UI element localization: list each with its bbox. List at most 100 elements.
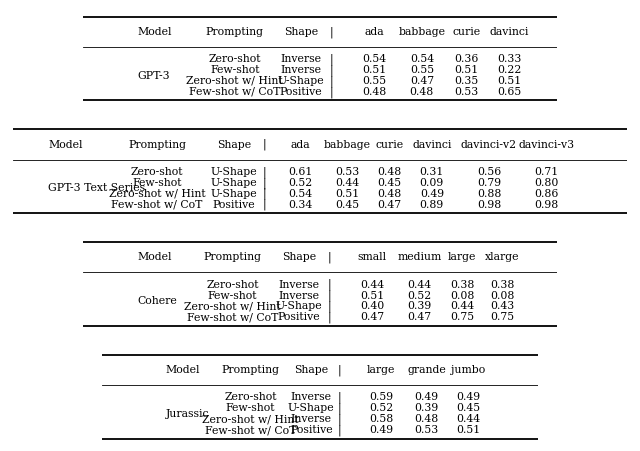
Text: Inverse: Inverse xyxy=(280,65,321,75)
Text: Zero-shot w/ Hint: Zero-shot w/ Hint xyxy=(186,76,283,86)
Text: davinci-v3: davinci-v3 xyxy=(518,139,574,149)
Text: |: | xyxy=(338,403,341,414)
Text: 0.55: 0.55 xyxy=(362,76,387,86)
Text: 0.31: 0.31 xyxy=(420,167,444,177)
Text: 0.51: 0.51 xyxy=(454,65,479,75)
Text: |: | xyxy=(338,364,341,376)
Text: Zero-shot: Zero-shot xyxy=(131,167,184,177)
Text: Prompting: Prompting xyxy=(128,139,186,149)
Text: 0.71: 0.71 xyxy=(534,167,558,177)
Text: 0.40: 0.40 xyxy=(360,302,384,312)
Text: Zero-shot w/ Hint: Zero-shot w/ Hint xyxy=(202,414,299,424)
Text: 0.51: 0.51 xyxy=(456,425,480,435)
Text: 0.86: 0.86 xyxy=(534,189,558,199)
Text: Zero-shot: Zero-shot xyxy=(224,392,276,402)
Text: 0.54: 0.54 xyxy=(410,54,434,64)
Text: |: | xyxy=(263,139,266,150)
Text: GPT-3: GPT-3 xyxy=(138,70,170,81)
Text: Few-shot w/ CoT: Few-shot w/ CoT xyxy=(187,313,278,322)
Text: 0.98: 0.98 xyxy=(534,200,558,210)
Text: Model: Model xyxy=(49,139,83,149)
Text: U-Shape: U-Shape xyxy=(211,189,257,199)
Text: curie: curie xyxy=(452,27,481,37)
Text: Zero-shot w/ Hint: Zero-shot w/ Hint xyxy=(109,189,205,199)
Text: 0.47: 0.47 xyxy=(378,200,401,210)
Text: Shape: Shape xyxy=(294,365,328,375)
Text: 0.44: 0.44 xyxy=(335,178,360,188)
Text: |: | xyxy=(328,290,332,301)
Text: 0.88: 0.88 xyxy=(477,189,501,199)
Text: grande: grande xyxy=(407,365,446,375)
Text: Positive: Positive xyxy=(280,87,323,97)
Text: U-Shape: U-Shape xyxy=(275,302,322,312)
Text: jumbo: jumbo xyxy=(451,365,485,375)
Text: babbage: babbage xyxy=(398,27,445,37)
Text: |: | xyxy=(338,392,341,403)
Text: 0.53: 0.53 xyxy=(335,167,360,177)
Text: 0.44: 0.44 xyxy=(456,414,480,424)
Text: davinci: davinci xyxy=(412,139,451,149)
Text: curie: curie xyxy=(376,139,403,149)
Text: 0.47: 0.47 xyxy=(410,76,434,86)
Text: Shape: Shape xyxy=(284,27,318,37)
Text: |: | xyxy=(263,177,266,189)
Text: 0.47: 0.47 xyxy=(360,313,384,322)
Text: 0.89: 0.89 xyxy=(420,200,444,210)
Text: 0.65: 0.65 xyxy=(497,87,522,97)
Text: Jurassic: Jurassic xyxy=(166,409,209,419)
Text: Positive: Positive xyxy=(277,313,320,322)
Text: Few-shot: Few-shot xyxy=(132,178,182,188)
Text: 0.48: 0.48 xyxy=(378,189,401,199)
Text: 0.75: 0.75 xyxy=(490,313,515,322)
Text: Model: Model xyxy=(138,27,172,37)
Text: 0.48: 0.48 xyxy=(410,87,434,97)
Text: 0.52: 0.52 xyxy=(288,178,312,188)
Text: 0.43: 0.43 xyxy=(490,302,515,312)
Text: 0.44: 0.44 xyxy=(450,302,474,312)
Text: 0.39: 0.39 xyxy=(407,302,431,312)
Text: |: | xyxy=(338,414,341,425)
Text: 0.55: 0.55 xyxy=(410,65,434,75)
Text: 0.36: 0.36 xyxy=(454,54,479,64)
Text: 0.08: 0.08 xyxy=(450,290,474,301)
Text: 0.56: 0.56 xyxy=(477,167,501,177)
Text: 0.75: 0.75 xyxy=(450,313,474,322)
Text: 0.34: 0.34 xyxy=(288,200,312,210)
Text: U-Shape: U-Shape xyxy=(288,403,335,414)
Text: Positive: Positive xyxy=(212,200,255,210)
Text: Positive: Positive xyxy=(290,425,333,435)
Text: |: | xyxy=(338,424,341,436)
Text: large: large xyxy=(367,365,395,375)
Text: |: | xyxy=(330,75,333,87)
Text: 0.08: 0.08 xyxy=(490,290,515,301)
Text: 0.80: 0.80 xyxy=(534,178,558,188)
Text: small: small xyxy=(358,252,387,262)
Text: 0.45: 0.45 xyxy=(456,403,480,414)
Text: 0.39: 0.39 xyxy=(415,403,439,414)
Text: xlarge: xlarge xyxy=(485,252,520,262)
Text: Prompting: Prompting xyxy=(204,252,261,262)
Text: Model: Model xyxy=(166,365,200,375)
Text: 0.35: 0.35 xyxy=(454,76,479,86)
Text: 0.52: 0.52 xyxy=(369,403,393,414)
Text: 0.61: 0.61 xyxy=(288,167,312,177)
Text: 0.49: 0.49 xyxy=(369,425,393,435)
Text: Zero-shot: Zero-shot xyxy=(209,54,261,64)
Text: 0.48: 0.48 xyxy=(415,414,439,424)
Text: |: | xyxy=(263,199,266,210)
Text: 0.45: 0.45 xyxy=(335,200,360,210)
Text: 0.38: 0.38 xyxy=(450,280,474,290)
Text: |: | xyxy=(263,188,266,199)
Text: |: | xyxy=(328,312,332,323)
Text: Inverse: Inverse xyxy=(278,290,319,301)
Text: 0.49: 0.49 xyxy=(420,189,444,199)
Text: Prompting: Prompting xyxy=(205,27,264,37)
Text: Few-shot: Few-shot xyxy=(226,403,275,414)
Text: Model: Model xyxy=(138,252,172,262)
Text: 0.52: 0.52 xyxy=(407,290,431,301)
Text: 0.49: 0.49 xyxy=(415,392,438,402)
Text: U-Shape: U-Shape xyxy=(278,76,324,86)
Text: Zero-shot w/ Hint: Zero-shot w/ Hint xyxy=(184,302,281,312)
Text: Cohere: Cohere xyxy=(138,296,177,306)
Text: Inverse: Inverse xyxy=(291,414,332,424)
